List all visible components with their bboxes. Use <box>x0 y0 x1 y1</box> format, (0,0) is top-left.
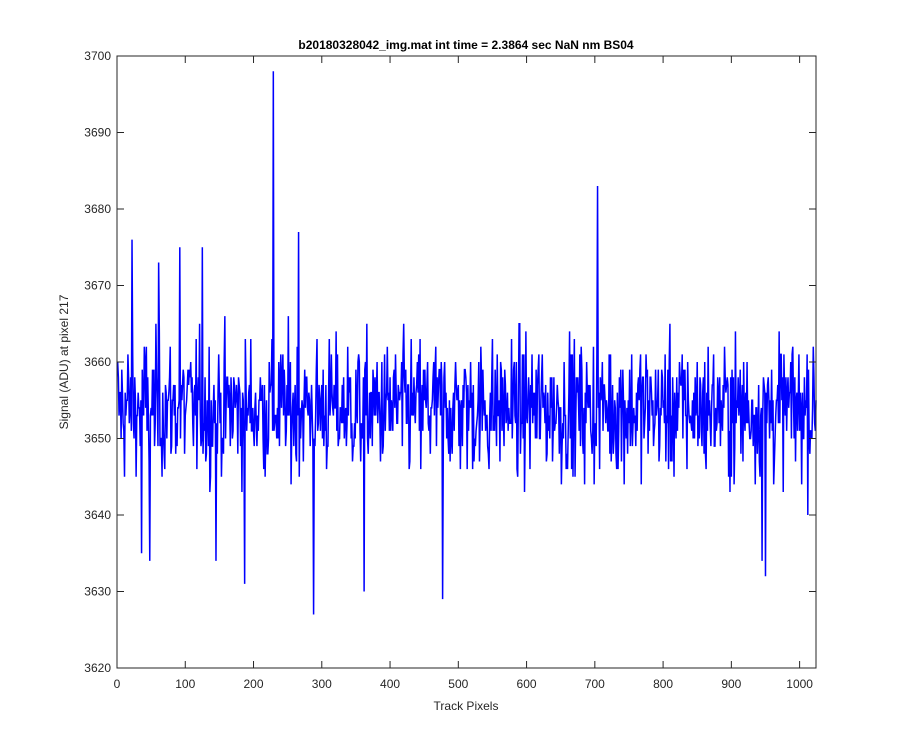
x-tick-label: 0 <box>114 677 121 691</box>
x-tick-label: 800 <box>653 677 673 691</box>
y-axis-label: Signal (ADU) at pixel 217 <box>57 294 71 429</box>
x-tick-label: 300 <box>312 677 332 691</box>
x-tick-label: 1000 <box>786 677 813 691</box>
x-tick-label: 900 <box>721 677 741 691</box>
x-axis: 0 100 200 300 400 500 600 700 800 900 1000 <box>114 56 813 691</box>
y-tick-label: 3640 <box>84 508 111 522</box>
x-tick-label: 200 <box>244 677 264 691</box>
x-tick-label: 700 <box>585 677 605 691</box>
x-tick-label: 100 <box>175 677 195 691</box>
y-axis: 3620 3630 3640 3650 3660 3670 3680 3690 3700 <box>84 49 816 675</box>
y-tick-label: 3690 <box>84 126 111 140</box>
plot-area <box>117 56 816 668</box>
chart-title: b20180328042_img.mat int time = 2.3864 s… <box>298 38 634 52</box>
y-tick-label: 3620 <box>84 661 111 675</box>
x-tick-label: 500 <box>448 677 468 691</box>
x-tick-label: 600 <box>517 677 537 691</box>
series-layer <box>116 71 817 615</box>
x-axis-label: Track Pixels <box>434 699 499 713</box>
y-tick-label: 3700 <box>84 49 111 63</box>
series-line <box>116 71 817 615</box>
y-tick-label: 3670 <box>84 279 111 293</box>
y-tick-label: 3680 <box>84 202 111 216</box>
y-tick-label: 3650 <box>84 432 111 446</box>
x-tick-label: 400 <box>380 677 400 691</box>
y-tick-label: 3630 <box>84 585 111 599</box>
y-tick-label: 3660 <box>84 355 111 369</box>
